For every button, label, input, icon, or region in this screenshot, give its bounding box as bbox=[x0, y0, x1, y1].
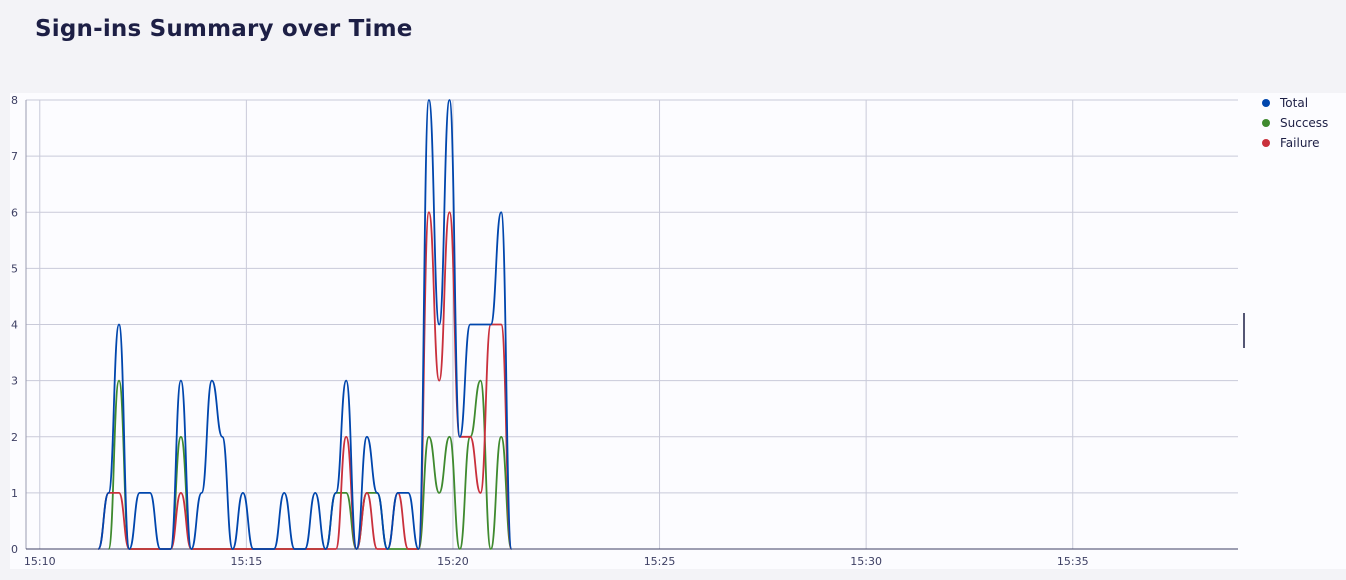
series-lines bbox=[97, 99, 513, 550]
x-tick-label: 15:25 bbox=[644, 555, 676, 568]
series-line-total bbox=[97, 99, 513, 550]
legend-marker-success bbox=[1262, 119, 1270, 127]
y-tick-label: 1 bbox=[11, 487, 18, 500]
chart-panel bbox=[10, 93, 1346, 569]
x-tick-label: 15:35 bbox=[1057, 555, 1089, 568]
x-tick-label: 15:10 bbox=[24, 555, 56, 568]
grid-lines bbox=[26, 99, 1238, 549]
legend: Total Success Failure bbox=[1262, 96, 1328, 150]
legend-label-total: Total bbox=[1279, 96, 1308, 110]
legend-label-success: Success bbox=[1280, 116, 1328, 130]
y-tick-label: 3 bbox=[11, 375, 18, 388]
y-tick-label: 4 bbox=[11, 319, 18, 332]
legend-marker-failure bbox=[1262, 139, 1270, 147]
x-tick-label: 15:15 bbox=[231, 555, 263, 568]
page-title: Sign-ins Summary over Time bbox=[35, 16, 413, 42]
y-tick-label: 6 bbox=[11, 206, 18, 219]
y-tick-label: 5 bbox=[11, 262, 18, 275]
y-tick-label: 0 bbox=[11, 543, 18, 556]
x-tick-label: 15:20 bbox=[437, 555, 469, 568]
series-line-failure bbox=[97, 211, 513, 550]
axes: 0 1 2 3 4 5 6 7 8 15:10 15:15 15:20 15:25 15:30 15:35 bbox=[11, 94, 1238, 568]
y-tick-label: 8 bbox=[11, 94, 18, 107]
y-tick-label: 7 bbox=[11, 150, 18, 163]
y-tick-label: 2 bbox=[11, 431, 18, 444]
legend-marker-total bbox=[1262, 99, 1270, 107]
legend-label-failure: Failure bbox=[1280, 136, 1319, 150]
x-tick-label: 15:30 bbox=[850, 555, 882, 568]
